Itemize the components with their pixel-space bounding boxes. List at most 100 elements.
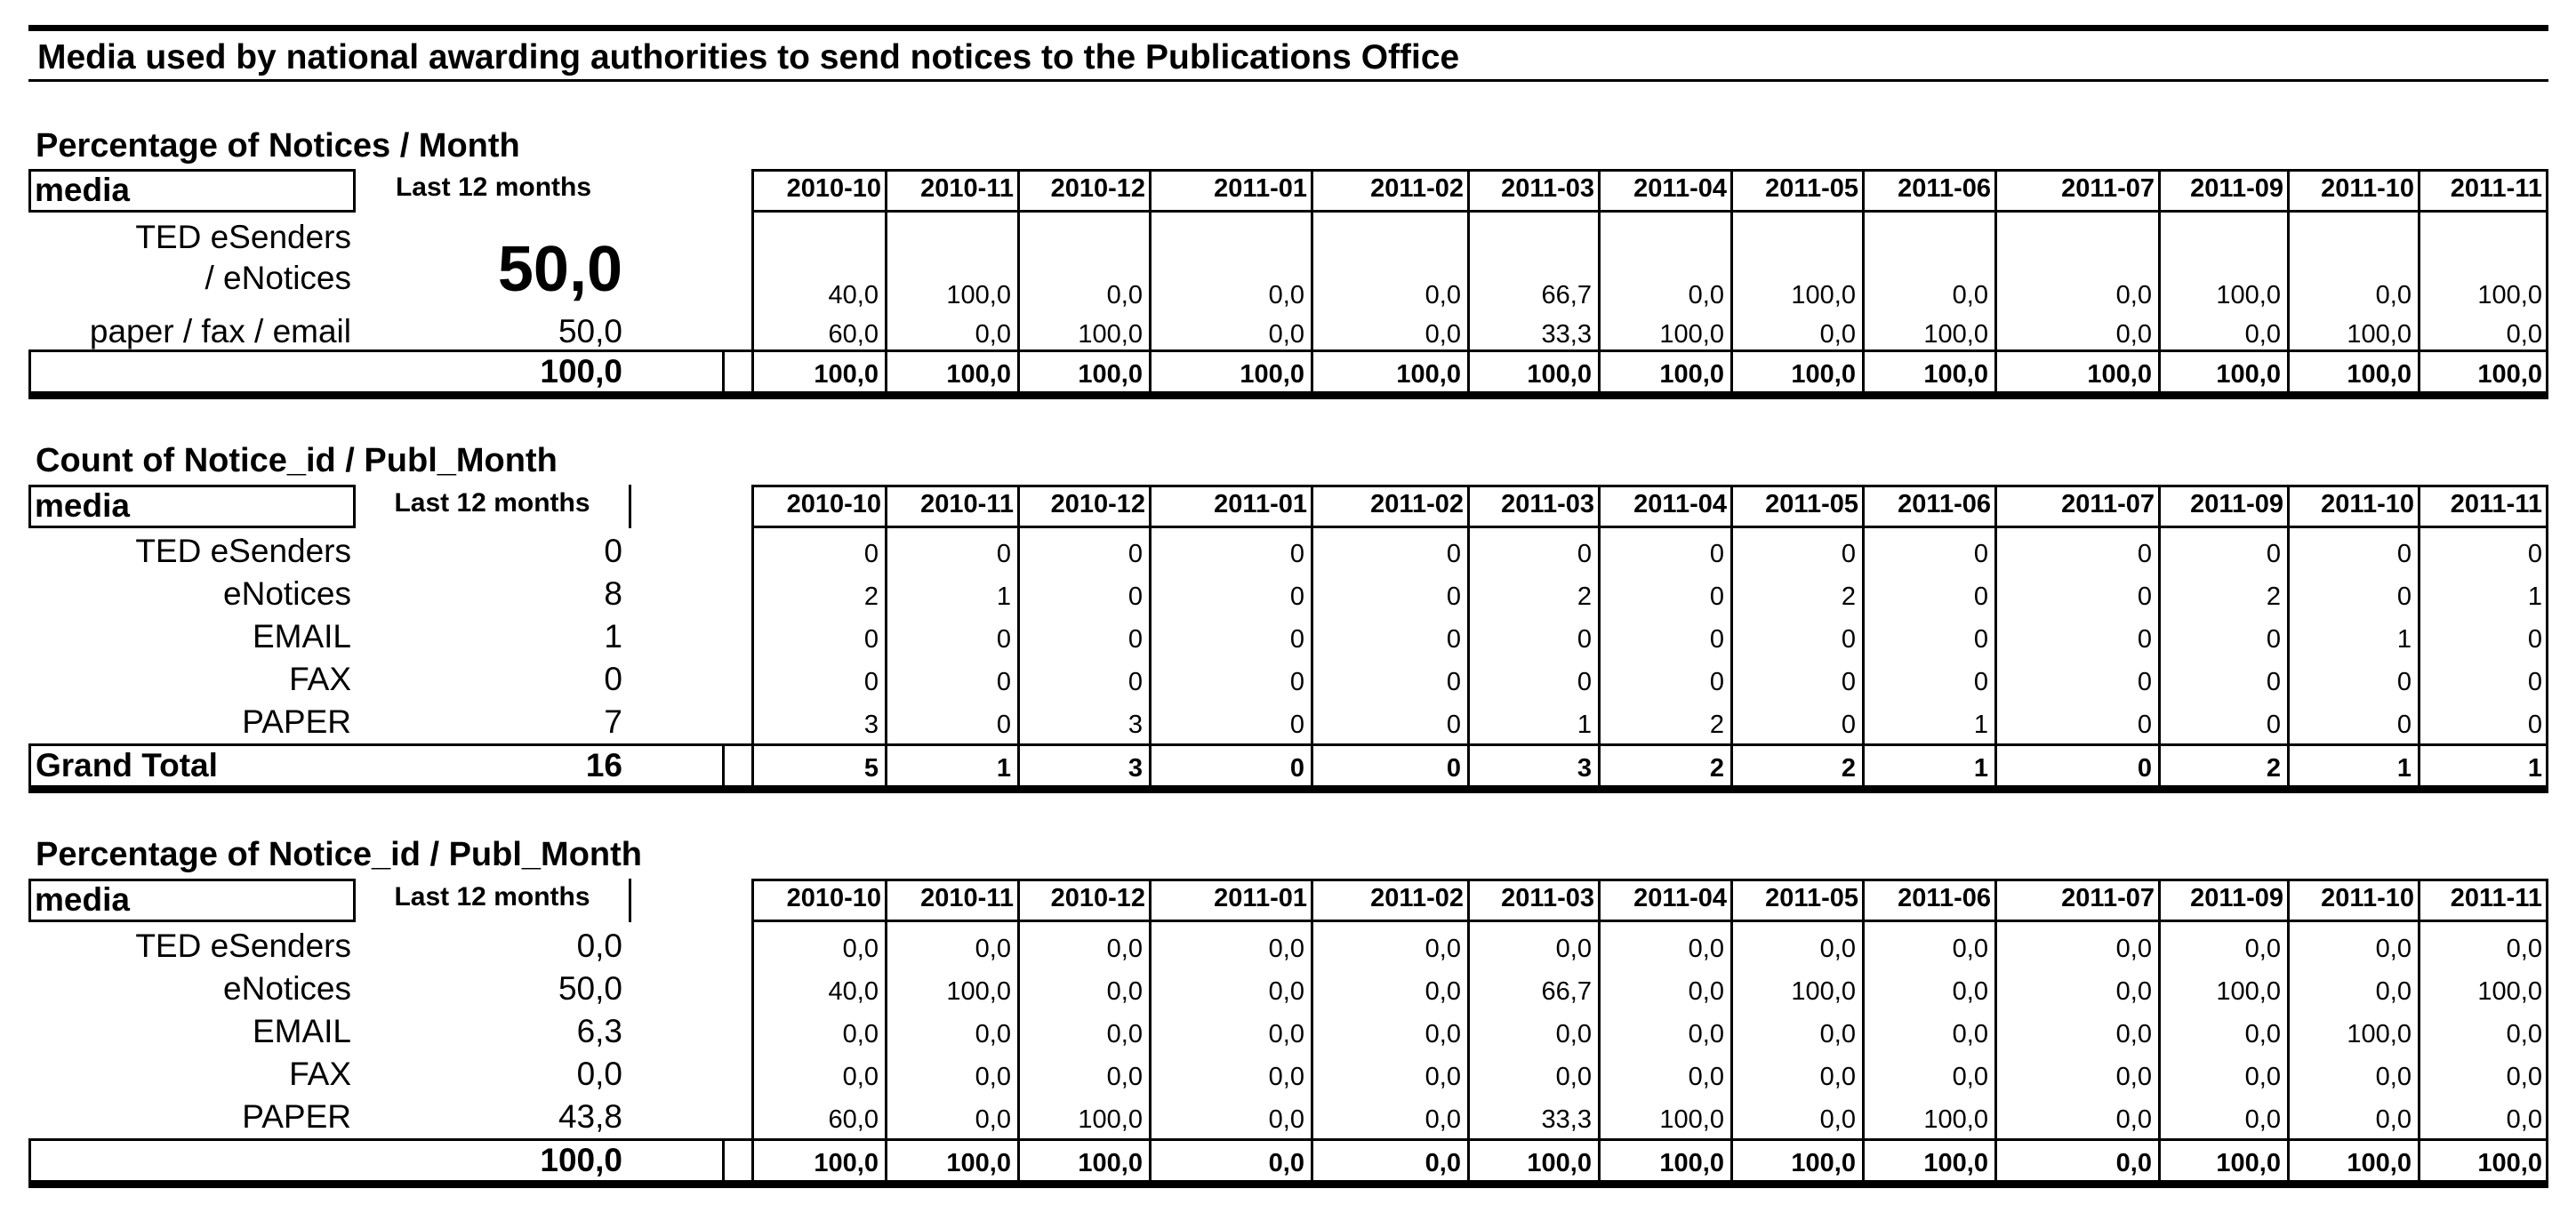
month-header: 2011-04: [1598, 169, 1730, 213]
value-cell: 0: [1289, 711, 1304, 739]
total-value-cell: 1: [1973, 754, 1988, 783]
value-cell: 0: [2266, 711, 2281, 739]
value-cell: 100,0: [1659, 1105, 1724, 1134]
value-cell: 0,0: [842, 935, 879, 963]
month-header: 2011-05: [1730, 485, 1862, 528]
total-value-cell: 0,0: [1268, 1149, 1304, 1177]
value-cell: 0,0: [1268, 977, 1304, 1006]
value-cell: 100,0: [946, 977, 1011, 1006]
value-cell: 33,3: [1541, 320, 1592, 349]
last12-value: 0: [604, 533, 622, 569]
total-value-cell: 100,0: [1791, 1149, 1856, 1177]
total-value-cell: 100,0: [1240, 360, 1304, 389]
row-label: TED eSenders: [135, 533, 351, 569]
value-cell: 100,0: [1659, 320, 1724, 349]
row-label: PAPER: [242, 703, 351, 740]
value-cell: 100,0: [2477, 977, 2542, 1006]
row-label: / eNotices: [205, 260, 351, 296]
value-cell: 100,0: [2347, 320, 2411, 349]
value-cell: 0,0: [842, 1063, 879, 1091]
value-cell: 0: [1446, 582, 1461, 611]
column-divider: [1730, 213, 1733, 349]
value-cell: 0,0: [1688, 1020, 1724, 1048]
value-cell: 0: [1709, 540, 1724, 568]
last12-header: Last 12 months: [356, 485, 631, 528]
total-value-cell: 100,0: [1527, 360, 1592, 389]
column-divider: [1311, 349, 1313, 394]
value-cell: 0,0: [1424, 1063, 1461, 1091]
column-divider: [1994, 743, 1997, 788]
value-cell: 0,0: [1555, 1020, 1592, 1048]
value-cell: 0,0: [1424, 935, 1461, 963]
column-divider: [1311, 922, 1313, 1138]
column-divider: [1017, 922, 1020, 1138]
last12-header: Last 12 months: [395, 173, 592, 202]
month-header: 2011-07: [1994, 169, 2158, 213]
column-divider: [1467, 922, 1470, 1138]
value-cell: 0,0: [2115, 935, 2152, 963]
column-divider: [1862, 213, 1865, 349]
column-divider: [1017, 213, 1020, 349]
value-cell: 0: [2137, 582, 2152, 611]
value-cell: 0,0: [975, 1105, 1011, 1134]
value-cell: 0,0: [1424, 281, 1461, 309]
month-header: 2011-11: [2418, 169, 2548, 213]
column-divider: [2158, 349, 2161, 394]
value-cell: 0,0: [2506, 1020, 2542, 1048]
total-value-cell: 100,0: [946, 1149, 1011, 1177]
value-cell: 100,0: [1791, 977, 1856, 1006]
value-cell: 0,0: [1688, 977, 1724, 1006]
value-cell: 0,0: [1106, 977, 1143, 1006]
value-cell: 100,0: [946, 281, 1011, 309]
value-cell: 0: [2396, 540, 2411, 568]
value-cell: 2: [1841, 582, 1856, 611]
month-header: 2011-05: [1730, 169, 1862, 213]
value-cell: 3: [1128, 711, 1143, 739]
value-cell: 0: [2396, 668, 2411, 696]
value-cell: 40,0: [828, 977, 879, 1006]
month-header: 2010-10: [751, 169, 885, 213]
value-cell: 0,0: [1268, 935, 1304, 963]
total-value-cell: 100,0: [2216, 1149, 2281, 1177]
value-cell: 0: [1128, 540, 1143, 568]
total-row-frame: [751, 1138, 2548, 1188]
column-divider: [2158, 743, 2161, 788]
value-cell: 0: [1128, 668, 1143, 696]
column-divider: [1311, 213, 1313, 349]
value-cell: 0,0: [2375, 935, 2411, 963]
value-cell: 0,0: [1268, 1020, 1304, 1048]
total-value-cell: 100,0: [814, 360, 879, 389]
column-divider: [1598, 922, 1601, 1138]
last12-value: 50,0: [558, 970, 622, 1007]
month-header: 2011-01: [1149, 169, 1311, 213]
value-cell: 100,0: [2216, 281, 2281, 309]
row-label: eNotices: [223, 970, 351, 1007]
value-cell: 0: [1289, 540, 1304, 568]
value-cell: 2: [863, 582, 879, 611]
section-title: Percentage of Notice_id / Publ_Month: [36, 836, 642, 873]
value-cell: 0: [2396, 711, 2411, 739]
value-cell: 0,0: [1688, 1063, 1724, 1091]
total-value-cell: 100,0: [1923, 360, 1988, 389]
value-cell: 0: [1446, 668, 1461, 696]
value-cell: 2: [2266, 582, 2281, 611]
column-divider: [1598, 1138, 1601, 1183]
value-cell: 0,0: [1688, 281, 1724, 309]
column-divider: [1994, 349, 1997, 394]
column-divider: [1730, 743, 1733, 788]
value-cell: 0,0: [1819, 935, 1856, 963]
total-value-cell: 0,0: [2115, 1149, 2152, 1177]
total-value-cell: 100,0: [1923, 1149, 1988, 1177]
column-divider: [1994, 213, 1997, 349]
value-cell: 0: [1446, 625, 1461, 654]
value-cell: 0: [1289, 582, 1304, 611]
column-divider: [1149, 743, 1152, 788]
column-divider: [2287, 528, 2290, 743]
last12-value: 50,0: [558, 313, 622, 349]
total-row-frame: [28, 1138, 725, 1188]
column-divider: [751, 213, 754, 349]
column-divider: [885, 213, 887, 349]
value-cell: 0: [1973, 540, 1988, 568]
total-value-cell: 100,0: [1659, 1149, 1724, 1177]
column-divider: [2546, 213, 2548, 349]
